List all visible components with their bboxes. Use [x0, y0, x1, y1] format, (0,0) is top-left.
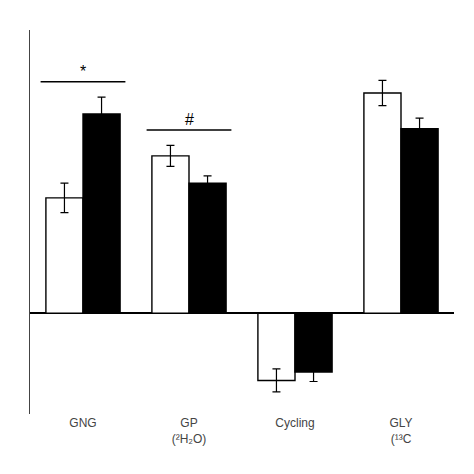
svg-text:GLY(¹³C: GLY(¹³C — [389, 416, 412, 446]
svg-text:*: * — [80, 63, 86, 80]
svg-text:GP(²H₂O): GP(²H₂O) — [172, 416, 207, 446]
svg-text:#: # — [185, 111, 194, 128]
svg-text:GNG: GNG — [69, 416, 96, 430]
svg-text:Cycling: Cycling — [275, 416, 314, 430]
